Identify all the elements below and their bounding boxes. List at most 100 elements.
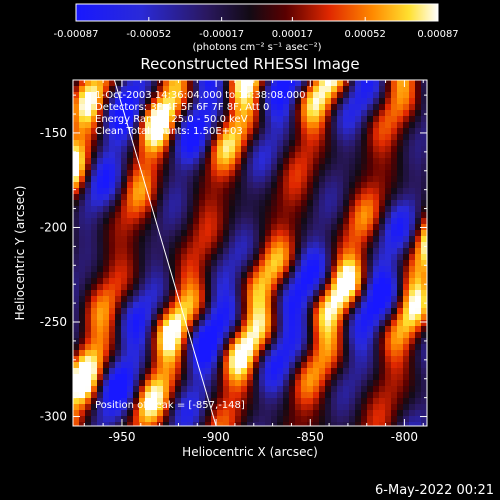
heatmap-cell — [277, 200, 284, 207]
heatmap-cell — [121, 86, 128, 93]
heatmap-cell — [289, 392, 296, 399]
heatmap-cell — [139, 332, 146, 339]
heatmap-cell — [79, 176, 86, 183]
heatmap-cell — [205, 134, 212, 141]
heatmap-cell — [301, 140, 308, 147]
heatmap-cell — [91, 326, 98, 333]
heatmap-cell — [349, 290, 356, 297]
heatmap-cell — [151, 416, 158, 423]
heatmap-cell — [283, 326, 290, 333]
heatmap-cell — [79, 356, 86, 363]
heatmap-cell — [265, 344, 272, 351]
heatmap-cell — [367, 380, 374, 387]
heatmap-cell — [139, 146, 146, 153]
heatmap-cell — [385, 128, 392, 135]
heatmap-cell — [169, 392, 176, 399]
heatmap-cell — [145, 224, 152, 231]
heatmap-cell — [181, 302, 188, 309]
heatmap-cell — [415, 290, 422, 297]
heatmap-cell — [403, 158, 410, 165]
heatmap-cell — [415, 182, 422, 189]
heatmap-cell — [403, 362, 410, 369]
heatmap-cell — [373, 302, 380, 309]
heatmap-cell — [223, 194, 230, 201]
heatmap-cell — [355, 104, 362, 111]
heatmap-cell — [169, 134, 176, 141]
heatmap-cell — [361, 386, 368, 393]
heatmap-cell — [121, 356, 128, 363]
heatmap-cell — [421, 290, 427, 297]
heatmap-cell — [181, 248, 188, 255]
heatmap-cell — [421, 392, 427, 399]
heatmap-cell — [79, 416, 86, 423]
heatmap-cell — [421, 260, 427, 267]
heatmap-cell — [91, 116, 98, 123]
heatmap-cell — [355, 320, 362, 327]
heatmap-cell — [277, 374, 284, 381]
heatmap-cell — [319, 404, 326, 411]
heatmap-cell — [115, 356, 122, 363]
heatmap-cell — [379, 230, 386, 237]
heatmap-cell — [397, 182, 404, 189]
heatmap-cell — [379, 200, 386, 207]
heatmap-cell — [415, 422, 422, 426]
heatmap-cell — [331, 224, 338, 231]
heatmap-cell — [175, 416, 182, 423]
heatmap-cell — [247, 92, 254, 99]
heatmap-cell — [145, 296, 152, 303]
heatmap-cell — [253, 176, 260, 183]
heatmap-cell — [187, 92, 194, 99]
heatmap-cell — [85, 140, 92, 147]
heatmap-cell — [301, 170, 308, 177]
heatmap-cell — [421, 422, 427, 426]
heatmap-cell — [289, 302, 296, 309]
heatmap-cell — [319, 236, 326, 243]
heatmap-cell — [409, 338, 416, 345]
heatmap-cell — [151, 236, 158, 243]
heatmap-cell — [355, 140, 362, 147]
heatmap-cell — [217, 374, 224, 381]
heatmap-cell — [139, 116, 146, 123]
heatmap-cell — [403, 218, 410, 225]
heatmap-cell — [349, 416, 356, 423]
heatmap-cell — [241, 128, 248, 135]
heatmap-cell — [97, 380, 104, 387]
heatmap-cell — [319, 416, 326, 423]
heatmap-cell — [241, 80, 248, 87]
heatmap-cell — [301, 158, 308, 165]
heatmap-cell — [151, 98, 158, 105]
heatmap-cell — [373, 128, 380, 135]
heatmap-cell — [163, 422, 170, 426]
heatmap-cell — [343, 254, 350, 261]
heatmap-cell — [337, 188, 344, 195]
heatmap-cell — [199, 86, 206, 93]
heatmap-cell — [241, 344, 248, 351]
heatmap-cell — [121, 320, 128, 327]
heatmap-cell — [235, 194, 242, 201]
heatmap-cell — [319, 104, 326, 111]
heatmap-cell — [115, 422, 122, 426]
heatmap-cell — [403, 266, 410, 273]
heatmap-cell — [277, 314, 284, 321]
heatmap-cell — [97, 146, 104, 153]
heatmap-cell — [397, 374, 404, 381]
heatmap-cell — [277, 308, 284, 315]
heatmap-cell — [187, 380, 194, 387]
heatmap-cell — [175, 272, 182, 279]
heatmap-cell — [181, 206, 188, 213]
heatmap-cell — [283, 248, 290, 255]
heatmap-cell — [331, 374, 338, 381]
heatmap-cell — [139, 320, 146, 327]
heatmap-cell — [367, 260, 374, 267]
x-axis: -950 -900 -850 -800 — [83, 80, 424, 444]
heatmap-cell — [379, 206, 386, 213]
heatmap-cell — [259, 308, 266, 315]
heatmap-cell — [247, 350, 254, 357]
heatmap-cell — [73, 254, 80, 261]
heatmap-cell — [373, 338, 380, 345]
heatmap-cell — [85, 374, 92, 381]
heatmap-cell — [121, 230, 128, 237]
heatmap-cell — [367, 194, 374, 201]
heatmap-cell — [241, 158, 248, 165]
heatmap-cell — [109, 392, 116, 399]
